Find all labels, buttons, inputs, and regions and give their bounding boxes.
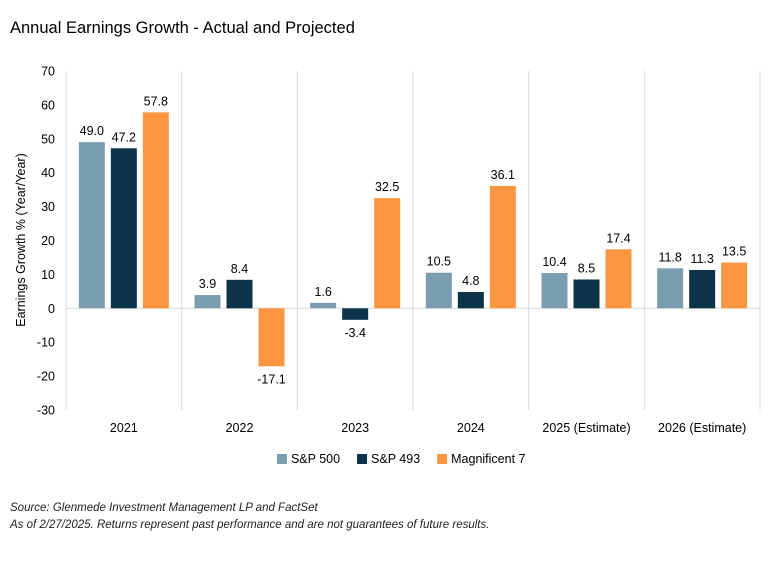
data-label: 17.4 xyxy=(606,231,630,245)
bar xyxy=(258,308,285,367)
data-label: 10.5 xyxy=(427,255,451,269)
data-label: 57.8 xyxy=(144,94,168,108)
bar xyxy=(425,272,452,309)
y-tick-label: 20 xyxy=(41,234,55,248)
bar xyxy=(78,142,105,309)
legend-swatch xyxy=(357,454,368,464)
y-tick-label: -30 xyxy=(37,404,55,418)
bars xyxy=(78,112,748,367)
y-axis-title: Earnings Growth % (Year/Year) xyxy=(14,153,28,326)
bar xyxy=(605,249,632,309)
data-label: 49.0 xyxy=(80,124,104,138)
y-axis-ticks: -30 -20 -10 0 10 20 30 40 50 60 70 xyxy=(37,65,55,418)
x-tick-label: 2024 xyxy=(457,421,485,435)
y-tick-label: 30 xyxy=(41,200,55,214)
legend-swatch xyxy=(437,454,448,464)
data-label: 13.5 xyxy=(722,245,746,259)
bar xyxy=(541,273,568,309)
disclaimer-note: As of 2/27/2025. Returns represent past … xyxy=(10,519,490,531)
y-tick-label: -10 xyxy=(37,336,55,350)
y-axis-title-group: Earnings Growth % (Year/Year) xyxy=(14,153,28,326)
data-label: 32.5 xyxy=(375,180,399,194)
legend-label: S&P 493 xyxy=(371,452,420,466)
bar xyxy=(721,262,748,309)
bar xyxy=(194,295,221,309)
legend-swatch xyxy=(276,454,287,464)
bar xyxy=(573,279,600,309)
y-tick-label: 10 xyxy=(41,268,55,282)
bar xyxy=(110,148,137,309)
y-tick-label: 40 xyxy=(41,166,55,180)
bar xyxy=(342,308,369,320)
bar xyxy=(142,112,169,309)
data-label: -3.4 xyxy=(344,326,366,340)
data-label: 3.9 xyxy=(199,277,216,291)
data-label: 36.1 xyxy=(491,168,515,182)
source-note: Source: Glenmede Investment Management L… xyxy=(10,502,318,514)
y-tick-label: 60 xyxy=(41,98,55,112)
x-tick-label: 2025 (Estimate) xyxy=(542,421,630,435)
legend-label: S&P 500 xyxy=(291,452,340,466)
data-label: 8.4 xyxy=(231,262,248,276)
legend-label: Magnificent 7 xyxy=(451,452,525,466)
bar xyxy=(457,292,484,309)
x-tick-label: 2022 xyxy=(226,421,254,435)
data-label: 1.6 xyxy=(314,285,331,299)
bar xyxy=(689,269,716,309)
bar xyxy=(374,198,401,309)
chart-title: Annual Earnings Growth - Actual and Proj… xyxy=(10,19,355,37)
data-label: 11.8 xyxy=(658,250,681,264)
data-label: 11.3 xyxy=(690,252,713,266)
x-tick-label: 2023 xyxy=(341,421,369,435)
data-label: -17.1 xyxy=(257,372,286,386)
x-tick-label: 2021 xyxy=(110,421,138,435)
bar xyxy=(489,185,516,309)
y-tick-label: -20 xyxy=(37,370,55,384)
data-label: 8.5 xyxy=(578,261,595,275)
category-separators xyxy=(65,71,761,410)
bar xyxy=(226,279,253,309)
legend: S&P 500 S&P 493 Magnificent 7 xyxy=(276,452,526,466)
data-label: 47.2 xyxy=(112,130,136,144)
x-tick-label: 2026 (Estimate) xyxy=(658,421,746,435)
bar xyxy=(310,302,337,309)
x-axis-ticks: 2021 2022 2023 2024 2025 (Estimate) 2026 (Est… xyxy=(110,421,746,435)
y-tick-label: 0 xyxy=(48,302,55,316)
data-label: 10.4 xyxy=(542,255,566,269)
data-labels: 49.0 47.2 57.8 3.9 8.4 -17.1 1.6 -3.4 32.5 10.5 4.… xyxy=(80,94,747,386)
y-tick-label: 50 xyxy=(41,132,55,146)
y-tick-label: 70 xyxy=(41,65,55,79)
data-label: 4.8 xyxy=(462,274,479,288)
bar xyxy=(657,268,684,309)
